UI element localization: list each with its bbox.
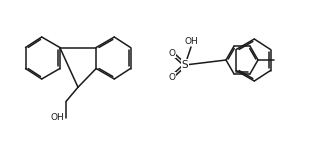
Text: O: O	[168, 73, 175, 82]
Text: OH: OH	[50, 114, 64, 123]
Text: OH: OH	[184, 37, 198, 46]
Text: O: O	[168, 48, 175, 57]
Text: S: S	[182, 60, 188, 70]
